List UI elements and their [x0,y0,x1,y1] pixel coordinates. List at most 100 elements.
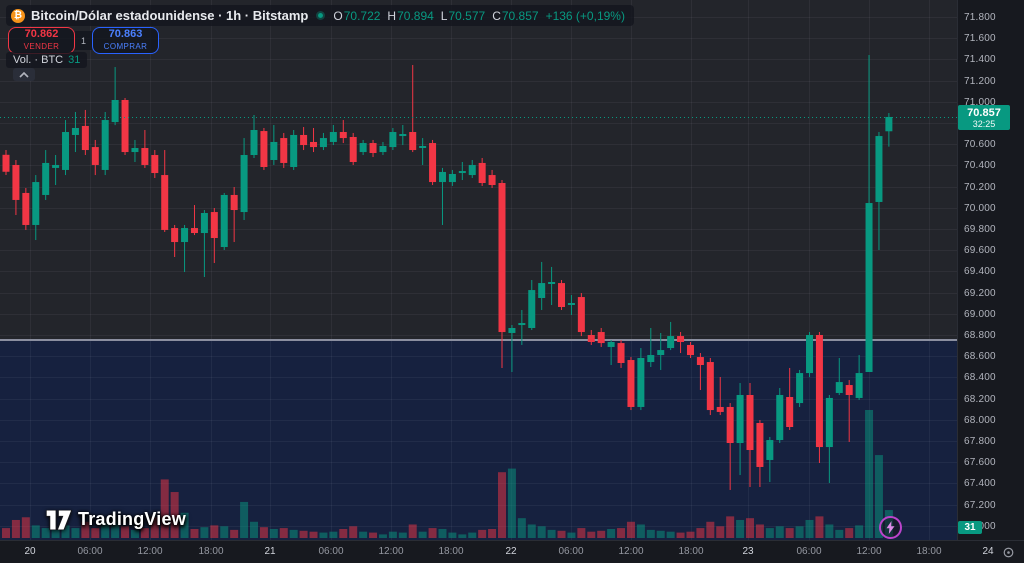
tradingview-logo-icon [46,509,72,530]
price-axis[interactable]: 70.857 32:25 31 71.800 71.600 71.400 71.200… [957,0,1024,540]
volume-bar [617,528,626,538]
volume-bar [51,529,60,538]
buy-label: COMPRAR [103,42,148,51]
candle [478,157,486,186]
candle-body [865,203,873,372]
instant-trade-lightning-button[interactable] [879,516,902,539]
volume-bar [2,528,10,538]
volume-bar [408,524,417,538]
candle-body [567,302,575,306]
volume-bar [607,528,616,538]
candle [696,353,704,391]
volume-indicator-legend[interactable]: Vol. · BTC 31 [6,52,88,68]
volume-bar [438,528,447,538]
volume-bar [706,521,715,538]
candle-body [131,148,139,153]
symbol-title[interactable]: Bitcoin/Dólar estadounidense · 1h · Bits… [31,8,309,23]
candle-body [91,147,99,165]
volume-bar [41,528,50,538]
candle [796,369,804,407]
collapse-legend-button[interactable] [13,68,35,81]
volume-bar [289,529,298,538]
candle-body [101,120,109,170]
candle-body [855,373,863,398]
candle-body [260,131,268,167]
candle-body [548,281,556,285]
candle-body [696,357,704,365]
price-tick-label: 70.000 [964,202,996,214]
sell-button[interactable]: 70.862 VENDER [8,27,75,54]
candle [419,138,427,165]
volume-bar [567,532,576,538]
candle [379,141,387,156]
candle [210,208,218,264]
price-tick-label: 70.600 [964,139,996,151]
time-tick-label: 06:00 [77,546,103,557]
price-tick-label: 67.800 [964,435,996,447]
price-tick-label: 71.800 [964,12,996,23]
time-tick-label: 18:00 [198,546,224,557]
volume-bar [190,528,199,538]
price-tick-label: 68.400 [964,372,996,384]
volume-bar [587,531,596,538]
candle [647,328,655,368]
price-tick-label: 71.600 [964,33,996,45]
candle-body [240,155,248,213]
volume-bar [557,530,566,538]
volume-bar [91,528,100,538]
candle-body [806,334,814,374]
volume-bar [825,524,834,538]
candle [577,293,585,337]
tradingview-logo[interactable]: TradingView [46,509,186,530]
candle-body [637,358,645,407]
candle [319,132,327,151]
candle [716,376,724,416]
candle-body [280,138,288,163]
candle-body [766,440,774,460]
volume-bar [795,526,804,538]
candle-body [746,394,754,451]
volume-bar [686,531,695,538]
volume-bar [329,531,338,538]
candle [250,114,258,158]
time-axis[interactable]: 20 06:00 12:00 18:00 21 06:00 12:00 18:00 22 06:0… [0,540,1024,563]
market-open-dot-icon[interactable] [316,11,326,20]
time-tick-label: 21 [264,546,276,557]
price-tick-label: 71.000 [964,96,996,108]
price-tick-label: 68.200 [964,393,996,405]
buy-button[interactable]: 70.863 COMPRAR [92,27,159,54]
candle [161,150,169,232]
volume-bar [269,528,278,538]
candle-body [339,132,347,139]
time-tick-label: 12:00 [137,546,163,557]
volume-series [2,410,893,538]
candle [825,394,833,483]
volume-bar [746,518,754,538]
candle [677,332,685,354]
candle-body [52,164,60,168]
volume-bar [21,517,30,538]
candle [558,279,566,310]
price-tick-label: 69.400 [964,266,996,278]
price-tick-label: 70.200 [964,181,996,193]
candle [835,358,843,395]
gear-icon [1003,547,1014,558]
candle [627,357,635,411]
candle-body [111,99,119,123]
volume-bar [726,516,735,538]
candle [91,139,99,176]
sell-price: 70.862 [24,28,59,40]
volume-bar [240,501,249,538]
price-tick-label: 69.600 [964,245,996,257]
axis-settings-button[interactable] [1001,545,1016,560]
candle-body [399,134,407,137]
candle-body [736,394,744,444]
last-price-value: 70.857 [967,106,1001,119]
lightning-icon [886,521,895,534]
volume-bar [200,527,209,538]
volume-bar [597,530,606,538]
chart-pane[interactable] [0,0,957,540]
candle [538,261,546,310]
volume-bar [369,532,378,538]
candle [131,139,139,163]
